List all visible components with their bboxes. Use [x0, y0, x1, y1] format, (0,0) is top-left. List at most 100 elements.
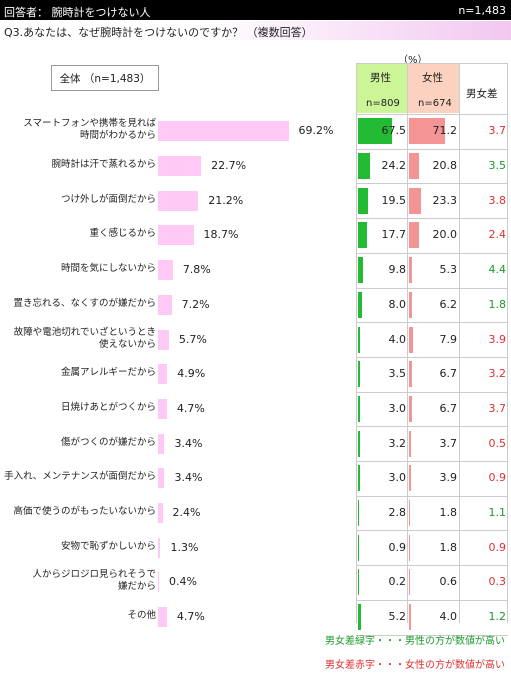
category-label: 置き忘れる、なくすのが嫌だから [13, 298, 156, 310]
overall-value: 7.8% [182, 263, 211, 277]
grid-hline [356, 565, 508, 566]
category-label: 故障や電池切れでいざというとき 使えないから [14, 327, 156, 351]
male-bar [358, 187, 368, 214]
grid-vline [356, 63, 357, 623]
male-value: 9.8 [388, 263, 407, 277]
overall-bar [158, 468, 165, 489]
overall-bar [158, 607, 167, 628]
category-label-line: 傷がつくのが嫌だから [60, 436, 156, 448]
diff-header: 男女差 [466, 88, 498, 100]
male-value: 5.2 [388, 610, 407, 624]
male-value: 3.0 [388, 401, 407, 415]
female-bar [409, 430, 411, 457]
grid-hline [356, 322, 508, 323]
overall-value: 3.4% [174, 471, 203, 485]
category-label-line: 時間がわかるから [79, 130, 156, 142]
category-label-line: 重く感じるから [89, 228, 156, 240]
category-label: 傷がつくのが嫌だから [61, 437, 156, 449]
category-label: つけ外しが面倒だから [61, 194, 156, 206]
category-label: 手入れ、メンテナンスが面倒だから [4, 471, 156, 483]
grid-hline [356, 461, 508, 462]
overall-bar [158, 225, 194, 246]
category-label-line: 置き忘れる、なくすのが嫌だから [13, 297, 156, 309]
female-bar [409, 153, 420, 180]
female-bar [409, 361, 413, 388]
category-label: 時間を気にしないから [61, 263, 156, 275]
male-bar [358, 153, 371, 180]
grid-hline [356, 635, 508, 636]
female-bar [409, 534, 410, 561]
diff-value: 0.5 [488, 436, 507, 450]
grid-hline [356, 183, 508, 184]
category-label: 重く感じるから [89, 228, 156, 240]
diff-value: 3.8 [488, 193, 507, 207]
category-label-line: 高価で使うのがもったいないから [13, 506, 156, 518]
male-bar [358, 118, 392, 145]
male-value: 24.2 [381, 159, 407, 173]
grid-hline [356, 114, 508, 115]
overall-value: 2.4% [172, 506, 201, 520]
overall-value: 69.2% [298, 124, 334, 138]
male-value: 2.8 [388, 506, 407, 520]
diff-value: 2.4 [488, 228, 507, 242]
overall-value: 4.7% [176, 610, 205, 624]
female-value: 6.7 [439, 367, 458, 381]
female-bar [409, 187, 421, 214]
grid-hline [356, 426, 508, 427]
male-bar [358, 430, 360, 457]
male-bar [358, 465, 360, 492]
male-bar [358, 500, 360, 527]
female-header-bg [408, 63, 459, 113]
overall-value: 5.7% [178, 332, 207, 346]
male-bar [358, 326, 360, 353]
male-bar [358, 222, 367, 249]
diff-value: 3.7 [488, 401, 507, 415]
female-value: 3.9 [439, 471, 458, 485]
female-value: 20.0 [432, 228, 458, 242]
male-value: 3.2 [388, 436, 407, 450]
grid-hline [356, 496, 508, 497]
male-value: 19.5 [381, 193, 407, 207]
female-value: 1.8 [439, 540, 458, 554]
male-value: 0.2 [388, 575, 407, 589]
category-label-line: 腕時計は汗で蒸れるから [51, 159, 156, 171]
diff-value: 3.9 [488, 332, 507, 346]
overall-value: 1.3% [170, 540, 199, 554]
category-label-line: 故障や電池切れでいざというとき [13, 326, 156, 338]
category-label-line: 嫌だから [117, 581, 156, 593]
footnote-red: 男女差赤字・・・女性の方が数値が高い [325, 660, 505, 671]
female-value: 6.7 [439, 401, 458, 415]
male-bar [358, 257, 363, 284]
category-label-line: 人からジロジロ見られそうで [32, 569, 156, 581]
category-label-line: 日焼けあとがつくから [60, 401, 156, 413]
male-bar [358, 534, 359, 561]
grid-hline [356, 149, 508, 150]
category-label: 日焼けあとがつくから [61, 402, 156, 414]
female-value: 4.0 [439, 610, 458, 624]
grid-hline [356, 63, 508, 64]
diff-value: 4.4 [488, 263, 507, 277]
overall-bar [158, 329, 169, 350]
overall-value: 7.2% [181, 297, 210, 311]
category-label-line: 時間を気にしないから [60, 263, 156, 275]
female-value: 7.9 [439, 332, 458, 346]
grid-hline [356, 530, 508, 531]
category-label: その他 [127, 610, 156, 622]
overall-bar [158, 260, 173, 281]
female-value: 71.2 [432, 124, 458, 138]
grid-hline [356, 218, 508, 219]
category-label-line: 安物で恥ずかしいから [60, 540, 156, 552]
overall-value: 21.2% [208, 193, 244, 207]
category-label-line: 手入れ、メンテナンスが面倒だから [4, 471, 156, 483]
grid-hline [356, 288, 508, 289]
diff-value: 3.5 [488, 159, 507, 173]
female-bar [409, 291, 413, 318]
female-bar [409, 465, 411, 492]
diff-value: 1.1 [488, 506, 507, 520]
grid-hline [356, 600, 508, 601]
overall-bar [158, 537, 161, 558]
unit-label: （%） [398, 55, 428, 66]
overall-value: 4.9% [177, 367, 206, 381]
female-n: n=674 [418, 98, 452, 109]
diff-value: 3.2 [488, 367, 507, 381]
